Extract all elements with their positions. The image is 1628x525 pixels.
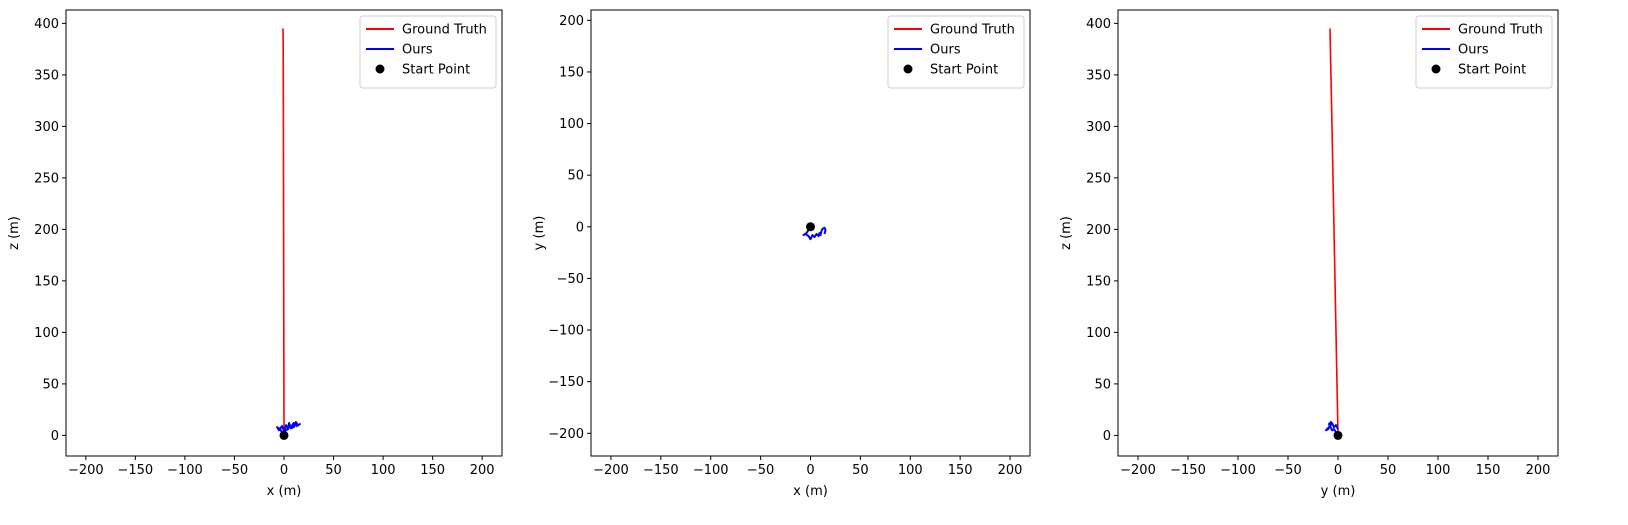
x-axis-label: y (m) xyxy=(1321,484,1356,499)
x-tick-label: 100 xyxy=(898,463,923,478)
x-tick-label: 0 xyxy=(1334,463,1342,478)
x-tick-label: 0 xyxy=(806,463,814,478)
y-tick-label: 350 xyxy=(34,68,59,83)
y-axis-label: z (m) xyxy=(1059,216,1074,250)
y-tick-label: −50 xyxy=(557,272,584,287)
legend: Ground Truth Ours Start Point xyxy=(887,15,1025,89)
x-tick-label: −150 xyxy=(643,463,679,478)
y-tick-label: −200 xyxy=(548,427,584,442)
series-line-ground-truth xyxy=(1329,28,1339,436)
x-tick-label: 50 xyxy=(325,463,342,478)
legend-label: Ground Truth xyxy=(1458,23,1543,38)
x-tick-label: −50 xyxy=(1274,463,1301,478)
legend-label: Ours xyxy=(930,43,961,58)
x-tick-label: 200 xyxy=(998,463,1023,478)
y-tick-label: 50 xyxy=(1094,377,1111,392)
x-tick-label: 100 xyxy=(1426,463,1451,478)
y-tick-label: 200 xyxy=(559,14,584,29)
series-line-ours xyxy=(802,226,827,241)
legend-swatch-start-point xyxy=(1431,64,1441,74)
x-tick-label: 50 xyxy=(1380,463,1397,478)
start-point-marker xyxy=(1333,430,1343,440)
y-tick-label: 300 xyxy=(1086,120,1111,135)
legend-label: Ours xyxy=(402,43,433,58)
x-tick-label: 200 xyxy=(470,463,495,478)
x-tick-label: −200 xyxy=(68,463,104,478)
legend-label: Start Point xyxy=(1458,63,1526,78)
series-line-ours xyxy=(276,421,301,436)
x-tick-label: −50 xyxy=(747,463,774,478)
y-tick-label: −100 xyxy=(548,324,584,339)
x-tick-label: −150 xyxy=(118,463,154,478)
x-tick-label: −200 xyxy=(1120,463,1156,478)
x-tick-label: −150 xyxy=(1170,463,1206,478)
legend-swatch-start-point xyxy=(903,64,913,74)
legend: Ground Truth Ours Start Point xyxy=(359,15,497,89)
y-tick-label: 0 xyxy=(51,429,59,444)
y-tick-label: 150 xyxy=(34,274,59,289)
y-tick-label: 100 xyxy=(1086,326,1111,341)
y-tick-label: 400 xyxy=(34,17,59,32)
x-tick-label: 200 xyxy=(1526,463,1551,478)
x-tick-label: 0 xyxy=(280,463,288,478)
y-tick-label: 50 xyxy=(567,169,584,184)
y-axis-label: y (m) xyxy=(532,216,547,251)
y-tick-label: 100 xyxy=(559,117,584,132)
legend: Ground Truth Ours Start Point xyxy=(1415,15,1553,89)
x-tick-label: 150 xyxy=(948,463,973,478)
legend-box xyxy=(1415,15,1553,89)
y-tick-label: 0 xyxy=(1103,429,1111,444)
legend-box xyxy=(359,15,497,89)
y-tick-label: 150 xyxy=(559,65,584,80)
y-tick-label: 250 xyxy=(1086,171,1111,186)
start-point-marker xyxy=(806,222,815,232)
x-tick-label: −100 xyxy=(1220,463,1256,478)
x-tick-label: −200 xyxy=(593,463,629,478)
chart-panel-3: −200 −150 −100 −50 0 50 100 150 200 0 50 100 150 200 2… xyxy=(1059,9,1559,499)
x-tick-label: 150 xyxy=(420,463,445,478)
y-tick-label: 50 xyxy=(42,377,59,392)
y-tick-label: 350 xyxy=(1086,68,1111,83)
legend-box xyxy=(887,15,1025,89)
x-tick-label: 50 xyxy=(852,463,869,478)
legend-label: Ours xyxy=(1458,43,1489,58)
y-tick-label: 400 xyxy=(1086,17,1111,32)
y-tick-label: −150 xyxy=(548,375,584,390)
chart-panel-1: −200 −150 −100 −50 0 50 100 150 200 0 50 100 150 200 2… xyxy=(7,9,503,499)
x-tick-label: 150 xyxy=(1476,463,1501,478)
y-tick-label: 200 xyxy=(34,223,59,238)
legend-label: Start Point xyxy=(402,63,470,78)
y-tick-label: 200 xyxy=(1086,223,1111,238)
y-tick-label: 300 xyxy=(34,120,59,135)
legend-swatch-start-point xyxy=(375,64,385,74)
x-tick-label: −50 xyxy=(221,463,248,478)
x-tick-label: −100 xyxy=(167,463,203,478)
x-tick-label: 100 xyxy=(371,463,396,478)
x-axis-label: x (m) xyxy=(793,484,828,499)
start-point-marker xyxy=(279,430,289,440)
legend-label: Ground Truth xyxy=(402,23,487,38)
series-line-ground-truth xyxy=(282,28,285,436)
x-axis-label: x (m) xyxy=(267,484,302,499)
y-tick-label: 100 xyxy=(34,326,59,341)
chart-panel-2: −200 −150 −100 −50 0 50 100 150 200 −200 −150 −100 −… xyxy=(532,9,1031,499)
legend-label: Start Point xyxy=(930,63,998,78)
y-tick-label: 0 xyxy=(576,220,584,235)
y-axis-label: z (m) xyxy=(7,216,22,250)
legend-label: Ground Truth xyxy=(930,23,1015,38)
y-tick-label: 250 xyxy=(34,171,59,186)
y-tick-label: 150 xyxy=(1086,274,1111,289)
x-tick-label: −100 xyxy=(693,463,729,478)
series-line-ours xyxy=(1325,421,1339,436)
